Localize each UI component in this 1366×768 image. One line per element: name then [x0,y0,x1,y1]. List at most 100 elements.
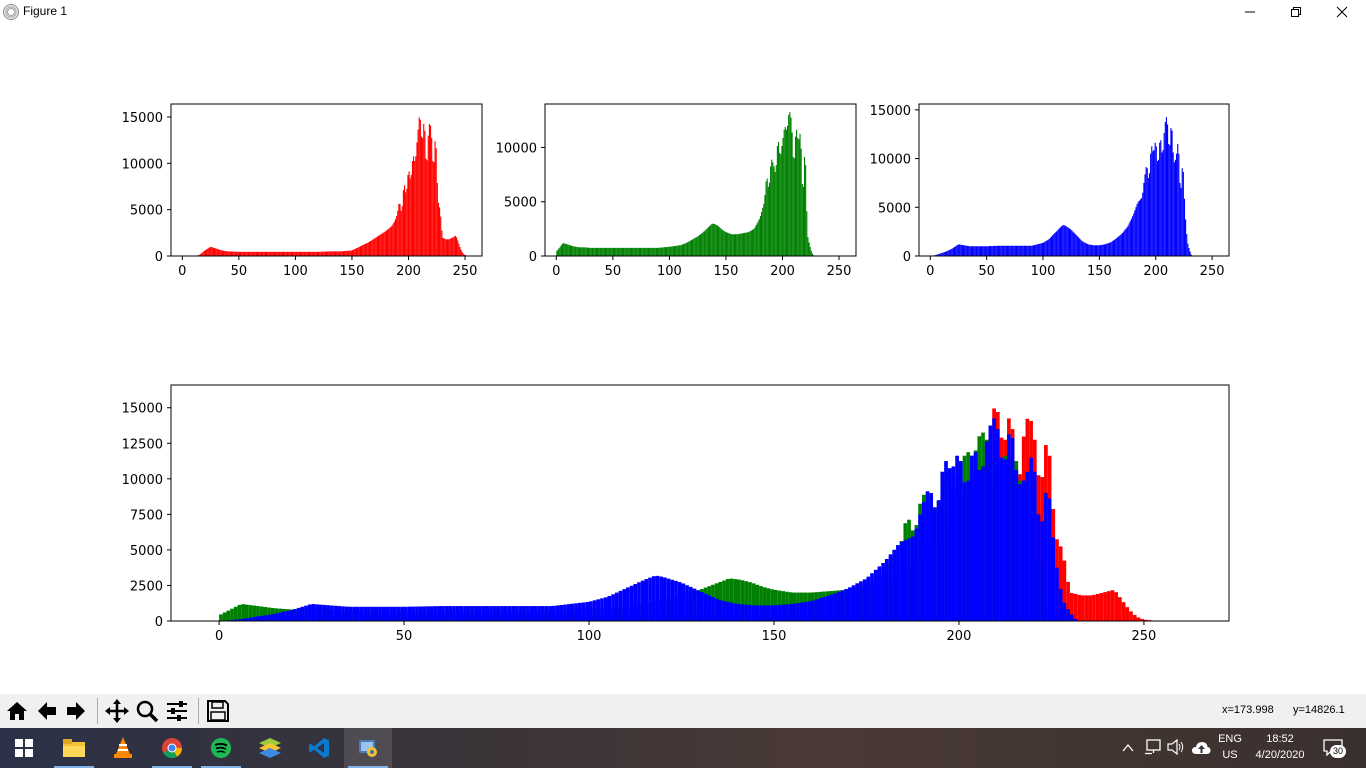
histogram-bar [415,156,417,256]
histogram-bar [252,617,257,621]
action-center-button[interactable]: 30 [1322,738,1348,758]
histogram-bar [654,247,656,256]
histogram-bar [411,161,414,256]
histogram-bar [734,234,737,256]
histogram-bar [644,247,646,256]
histogram-bar [341,606,345,621]
y-tick-label: 0 [155,250,163,265]
histogram-bar [970,246,972,256]
histogram-bar [347,250,349,256]
configure-subplots-button[interactable] [163,697,191,725]
histogram-bar [372,239,374,256]
histogram-bar [441,606,445,621]
taskbar-file-explorer[interactable] [50,728,98,768]
histogram-bar [298,251,300,256]
histogram-bar [744,604,749,621]
histogram-bar [763,203,765,256]
histogram-bar [774,171,776,256]
histogram-bar [799,133,801,256]
histogram-bar [1062,560,1067,621]
histogram-bar [957,244,959,256]
back-button[interactable] [33,697,61,725]
clock-date: 4/20/2020 [1255,749,1305,761]
histogram-bar [219,249,221,256]
show-hidden-icons-button[interactable] [1121,740,1135,759]
home-button[interactable] [3,697,31,725]
histogram-bar [334,251,337,256]
histogram-bar [1064,225,1066,256]
histogram-bar [581,247,583,256]
histogram-bar [1011,245,1013,256]
histogram-bar [638,247,640,256]
restore-button[interactable] [1273,0,1319,24]
histogram-bar [390,226,392,256]
histogram-bar [1040,521,1045,621]
histogram-bar [1152,151,1154,256]
histogram-bar [670,579,675,621]
clock-time[interactable]: 18:52 [1266,733,1294,745]
histogram-bar [1136,203,1138,256]
histogram-bar [360,245,363,256]
histogram-series-1 [193,117,470,257]
histogram-bar [292,251,294,256]
histogram-bar [956,245,958,256]
histogram-bar [669,246,671,256]
volume-control[interactable] [1167,738,1185,759]
histogram-bar [338,251,340,256]
taskbar-chrome[interactable] [148,728,196,768]
navigation-toolbar: x=173.998 y=14826.1 [0,694,1366,728]
histogram-bar [222,612,227,621]
histogram-bar [446,239,449,256]
histogram-bar [731,234,733,256]
histogram-bar [1032,471,1037,621]
histogram-bar [247,251,250,256]
taskbar-vscode[interactable] [295,728,343,768]
taskbar-vlc[interactable] [99,728,147,768]
histogram-bar [474,606,479,621]
histogram-bar [766,605,771,621]
histogram-bar [281,251,283,256]
histogram-bar [245,251,247,256]
histogram-bar [341,251,343,256]
close-button[interactable] [1319,0,1365,24]
x-tick-label: 0 [926,264,934,279]
histogram-bar [721,229,723,256]
histogram-bar [1181,168,1183,256]
histogram-bar [596,599,601,621]
histogram-bar [401,206,403,256]
histogram-bar [986,246,988,256]
histogram-bar [337,606,342,621]
start-button[interactable] [0,728,48,768]
zoom-button[interactable] [133,697,161,725]
histogram-bar [995,245,997,256]
taskbar-python-figure[interactable] [344,728,392,768]
forward-button[interactable] [62,697,90,725]
histogram-bar [607,595,612,621]
histogram-bar [577,247,579,256]
histogram-bar [485,606,490,621]
histogram-bar [808,242,810,256]
taskbar-spotify[interactable] [197,728,245,768]
histogram-bar [370,606,375,621]
network-status[interactable] [1144,739,1162,759]
pan-button[interactable] [103,697,131,725]
input-language[interactable]: ENG [1218,733,1242,745]
histogram-bar [559,246,561,256]
save-button[interactable] [204,697,232,725]
histogram-bar [776,146,778,256]
histogram-bar [814,599,819,621]
histogram-bar [673,246,676,256]
histogram-bar [353,249,355,256]
histogram-bar [592,600,597,621]
taskbar-bluestacks[interactable] [246,728,294,768]
histogram-bar [388,228,390,256]
histogram-bar [619,247,621,256]
histogram-bar [1179,182,1181,256]
histogram-bar [722,580,726,621]
x-tick-label: 50 [978,264,995,279]
histogram-bar [258,251,260,256]
onedrive-status[interactable] [1191,740,1211,759]
minimize-button[interactable] [1227,0,1273,24]
histogram-bar [791,132,793,256]
